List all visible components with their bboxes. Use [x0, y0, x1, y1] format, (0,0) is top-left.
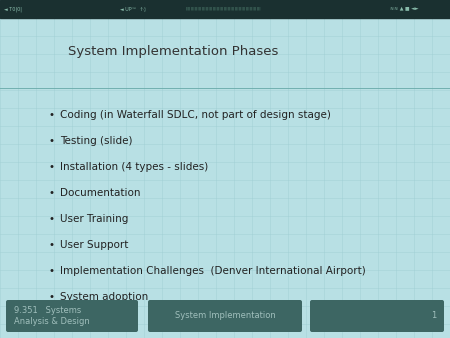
FancyBboxPatch shape	[310, 300, 444, 332]
Text: System adoption: System adoption	[60, 292, 148, 302]
Text: Documentation: Documentation	[60, 188, 140, 198]
Text: ◄ UP™  ↑◊: ◄ UP™ ↑◊	[120, 6, 146, 11]
Text: System Implementation: System Implementation	[175, 312, 275, 320]
Text: System Implementation Phases: System Implementation Phases	[68, 46, 279, 58]
Text: •: •	[49, 292, 55, 302]
FancyBboxPatch shape	[6, 300, 138, 332]
Text: Coding (in Waterfall SDLC, not part of design stage): Coding (in Waterfall SDLC, not part of d…	[60, 110, 331, 120]
FancyBboxPatch shape	[148, 300, 302, 332]
Text: •: •	[49, 240, 55, 250]
Text: User Support: User Support	[60, 240, 128, 250]
Text: •: •	[49, 188, 55, 198]
Text: •: •	[49, 136, 55, 146]
Text: Implementation Challenges  (Denver International Airport): Implementation Challenges (Denver Intern…	[60, 266, 366, 276]
Text: 9.351   Systems
Analysis & Design: 9.351 Systems Analysis & Design	[14, 306, 90, 327]
Text: ◄ T0|0|: ◄ T0|0|	[4, 6, 22, 12]
Text: ≈≈ ▲ ■ ◄►: ≈≈ ▲ ■ ◄►	[390, 6, 418, 11]
Text: 1: 1	[431, 312, 436, 320]
Text: |||||||||||||||||||||||||||||||||||||||||||||||||||||||: ||||||||||||||||||||||||||||||||||||||||…	[185, 7, 261, 11]
Bar	[0, 0, 450, 18]
Text: •: •	[49, 110, 55, 120]
Text: •: •	[49, 266, 55, 276]
Text: Installation (4 types - slides): Installation (4 types - slides)	[60, 162, 208, 172]
Text: Testing (slide): Testing (slide)	[60, 136, 132, 146]
Text: •: •	[49, 162, 55, 172]
Text: •: •	[49, 214, 55, 224]
Text: User Training: User Training	[60, 214, 128, 224]
